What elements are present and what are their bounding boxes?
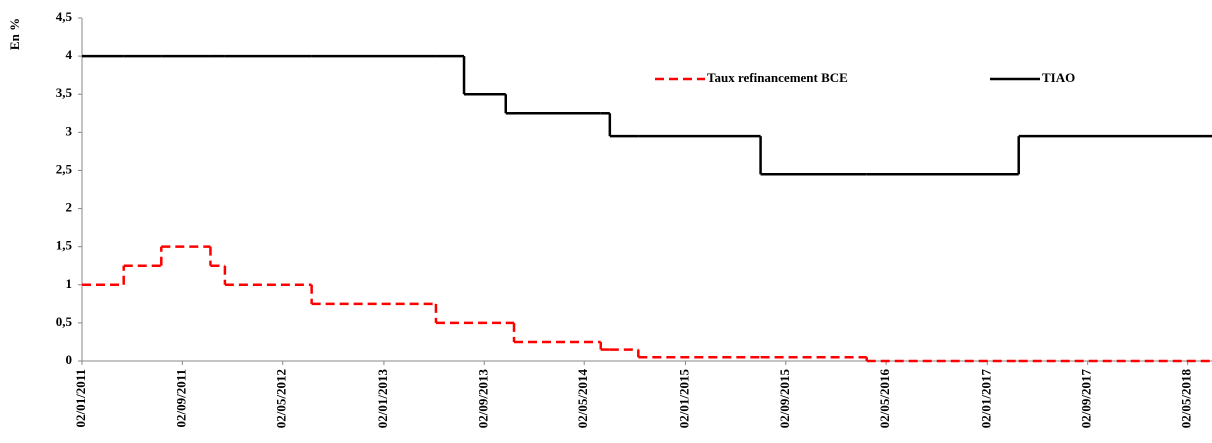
x-tick-label: 02/09/2013 (475, 369, 490, 429)
x-tick-label: 02/09/2017 (1079, 369, 1094, 429)
x-tick-label: 02/05/2018 (1179, 369, 1194, 429)
x-tick-label: 02/01/2017 (978, 369, 993, 429)
y-tick-label: 1,5 (56, 238, 73, 253)
y-tick-label: 0 (66, 352, 73, 367)
y-tick-label: 4,5 (56, 9, 73, 24)
y-tick-label: 3 (66, 123, 73, 138)
x-tick-label: 02/05/2012 (274, 369, 289, 428)
y-tick-label: 2,5 (56, 161, 73, 176)
x-tick-label: 02/09/2011 (173, 369, 188, 428)
x-tick-label: 02/09/2015 (777, 369, 792, 429)
x-tick-label: 02/05/2014 (575, 369, 590, 429)
x-tick-label: 02/01/2013 (375, 369, 390, 429)
x-tick-label: 02/05/2016 (877, 369, 892, 429)
x-tick-label: 02/01/2011 (73, 369, 88, 428)
y-axis-label: En % (7, 18, 22, 50)
legend-label: Taux refinancement BCE (707, 70, 848, 85)
y-tick-label: 2 (66, 200, 73, 215)
y-tick-label: 3,5 (56, 85, 73, 100)
x-tick-label: 02/01/2015 (676, 369, 691, 429)
y-tick-label: 0,5 (56, 314, 73, 329)
legend-label: TIAO (1042, 70, 1075, 85)
y-tick-label: 1 (66, 276, 73, 291)
y-tick-label: 4 (66, 47, 73, 62)
